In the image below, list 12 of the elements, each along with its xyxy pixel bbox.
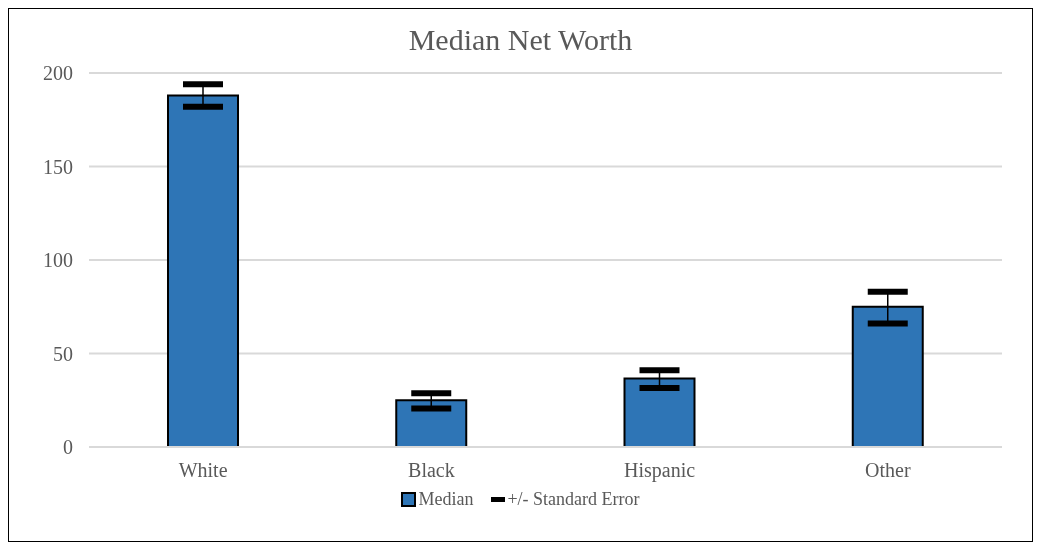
chart-title: Median Net Worth: [407, 22, 634, 57]
y-tick-label: 50: [53, 342, 73, 365]
y-tick-label: 100: [43, 249, 73, 272]
x-tick-label: Other: [865, 459, 911, 482]
y-tick-label: 0: [63, 436, 73, 459]
text: +/- Standard Error: [507, 489, 640, 510]
y-tick-label: 150: [43, 155, 73, 178]
x-tick-label: Black: [408, 459, 455, 482]
x-tick-label: Hispanic: [624, 459, 696, 483]
x-tick-label: White: [178, 459, 228, 482]
y-tick-label: 200: [43, 62, 73, 85]
legend-label: Median: [418, 489, 474, 510]
